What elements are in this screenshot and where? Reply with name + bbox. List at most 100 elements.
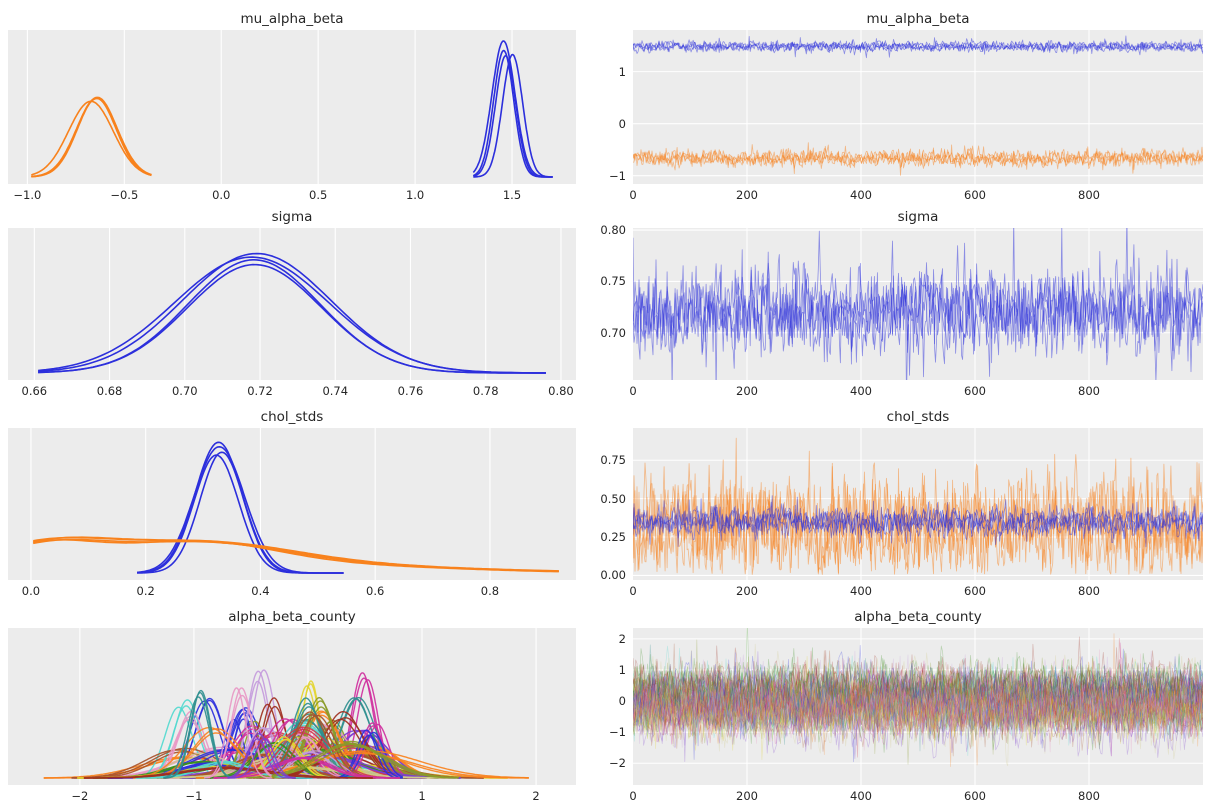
trace-line [633, 663, 1203, 745]
gridlines [30, 428, 491, 580]
trace-line [633, 633, 1203, 747]
x-tick-label: −0.5 [110, 188, 139, 202]
y-tick-label: 1 [618, 64, 626, 79]
trace-line [633, 650, 1203, 747]
trace-line [633, 628, 1203, 731]
trace-panel-alpha-beta-county: 0 200 400 600 800 2 1 0 −1 −2 [609, 628, 1203, 803]
trace-line [633, 658, 1203, 722]
x-tick-label: 0 [629, 584, 637, 598]
kde-curve [204, 687, 272, 779]
trace-line [633, 671, 1203, 744]
y-tick-label: 0.70 [600, 325, 626, 340]
trace-line [633, 682, 1203, 746]
x-tick-label: 0.72 [247, 384, 273, 398]
trace-line [633, 437, 1203, 575]
x-tick-label: −1 [185, 789, 203, 803]
trace-line [633, 650, 1203, 716]
y-tick-label: 0.75 [600, 274, 626, 289]
trace-line [633, 656, 1203, 727]
trace-line [633, 644, 1203, 752]
trace-line [633, 659, 1203, 723]
x-tick-label: 1.0 [405, 188, 425, 202]
x-tick-label: 600 [964, 384, 986, 398]
kde-curve [38, 252, 546, 374]
y-tick-label: 1 [618, 662, 626, 677]
y-tick-label: 0.50 [600, 491, 626, 506]
trace-line [633, 671, 1203, 751]
cell-sigma-density: sigma 0.66 0.68 0.70 0.72 0.74 0.76 0.78 0.80 [0, 202, 600, 404]
y-tick-label: −2 [609, 756, 626, 771]
y-tick-label: −1 [609, 168, 626, 183]
trace-line [633, 678, 1203, 758]
panel-title: alpha_beta_county [228, 609, 356, 625]
panel-title: alpha_beta_county [854, 609, 982, 625]
density-plot-canvas [30, 428, 559, 580]
trace-line [633, 676, 1203, 760]
density-panel-alpha-beta-county: −2 −1 0 1 2 [8, 628, 576, 803]
cell-chol-stds-density: chol_stds 0.0 0.2 0.4 0.6 0.8 [0, 404, 600, 606]
kde-curve [163, 689, 236, 779]
density-panel-chol-stds: 0.0 0.2 0.4 0.6 0.8 [8, 428, 576, 598]
kde-curve [472, 40, 553, 178]
gridlines [33, 228, 562, 380]
y-tick-label: 0.75 [600, 453, 626, 468]
x-tick-label: 0.4 [251, 584, 270, 598]
y-tick-label: 0.80 [600, 223, 626, 238]
trace-line [633, 659, 1203, 726]
trace-line [633, 645, 1203, 718]
trace-line [633, 636, 1203, 718]
trace-line [633, 664, 1203, 753]
trace-line [633, 700, 1203, 757]
x-tick-label: 600 [964, 188, 986, 202]
panel-title: mu_alpha_beta [866, 11, 970, 27]
cell-alpha-beta-county-trace: alpha_beta_county 0 200 400 600 800 2 1 0 −1 −2 [600, 606, 1211, 811]
density-plot-canvas [33, 228, 562, 380]
x-tick-label: 0 [629, 384, 637, 398]
trace-line [633, 673, 1203, 755]
trace-line [633, 655, 1203, 750]
x-tick-label: 0 [629, 789, 637, 803]
trace-line [633, 651, 1203, 725]
trace-line [633, 691, 1203, 754]
trace-plot-canvas [633, 428, 1203, 580]
panel-title: mu_alpha_beta [240, 11, 344, 27]
x-tick-label: 0.76 [397, 384, 424, 398]
x-tick-label: −2 [71, 789, 89, 803]
trace-line [633, 650, 1203, 734]
trace-line [633, 670, 1203, 754]
x-tick-label: 0.78 [472, 384, 499, 398]
x-tick-label: −1.0 [13, 188, 42, 202]
trace-plot-canvas [633, 628, 1203, 785]
trace-panel-mu-alpha-beta: 0 200 400 600 800 1 0 −1 [609, 30, 1203, 202]
y-tick-label: 0 [618, 694, 626, 709]
x-tick-label: 0.70 [171, 384, 198, 398]
kde-curve [227, 732, 296, 779]
x-tick-label: 400 [850, 584, 872, 598]
kde-curve [33, 536, 559, 573]
y-tick-label: 0.00 [600, 568, 626, 583]
trace-line [633, 657, 1203, 740]
kde-curve [83, 766, 373, 779]
trace-line [633, 670, 1203, 746]
x-tick-label: 0 [304, 789, 312, 803]
trace-line [633, 659, 1203, 727]
cell-mu-alpha-beta-density: mu_alpha_beta −1.0 −0.5 0.0 0.5 1.0 1.5 [0, 0, 600, 202]
trace-plot-canvas [633, 30, 1203, 184]
trace-line [633, 665, 1203, 749]
x-tick-label: 0.2 [136, 584, 155, 598]
trace-line [633, 643, 1203, 706]
y-tick-label: 0 [618, 116, 626, 131]
trace-line [633, 652, 1203, 763]
trace-line [633, 671, 1203, 732]
trace-line [633, 658, 1203, 734]
cell-chol-stds-trace: chol_stds 0 200 400 600 800 0.75 0.50 0.25 0.00 [600, 404, 1211, 606]
panel-title: chol_stds [886, 409, 950, 425]
density-plot-canvas [26, 30, 553, 184]
trace-line [633, 648, 1203, 711]
x-tick-label: 800 [1078, 384, 1100, 398]
y-tick-label: 0.25 [600, 530, 626, 544]
x-tick-label: 1 [418, 789, 426, 803]
trace-line [633, 693, 1203, 747]
trace-line [633, 661, 1203, 753]
x-tick-label: 400 [850, 384, 872, 398]
